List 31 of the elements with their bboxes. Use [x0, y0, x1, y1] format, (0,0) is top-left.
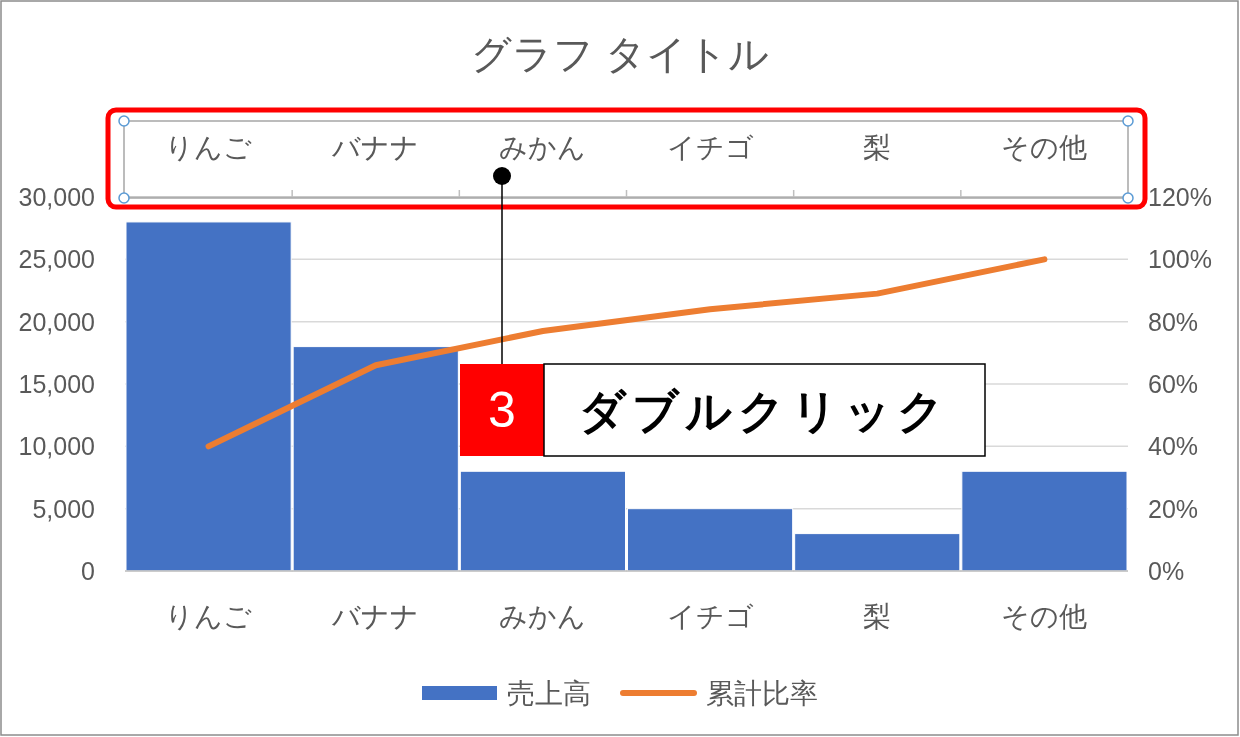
- y2-tick-label: 20%: [1148, 494, 1199, 523]
- y2-tick-label: 0%: [1148, 557, 1185, 585]
- category-label: 梨: [863, 132, 892, 163]
- category-label: バナナ: [332, 132, 420, 163]
- x-tick-label: りんご: [165, 601, 253, 632]
- y2-tick-label: 120%: [1148, 183, 1212, 211]
- category-label: その他: [1001, 132, 1088, 163]
- y2-tick-label: 100%: [1148, 245, 1212, 274]
- y-tick-label: 10,000: [18, 432, 95, 461]
- x-tick-label: バナナ: [331, 601, 420, 632]
- x-tick-label: その他: [1001, 601, 1088, 632]
- category-label: みかん: [499, 132, 587, 163]
- category-label: イチゴ: [666, 132, 754, 163]
- annotation: ダブルクリック: [579, 385, 950, 437]
- chart-title: グラフ タイトル: [470, 32, 770, 76]
- legend-label: 売上高: [507, 678, 591, 709]
- y-tick-label: 25,000: [18, 245, 95, 274]
- x-tick-label: 梨: [863, 601, 892, 632]
- annotation: 3: [488, 382, 516, 438]
- y-tick-label: 30,000: [18, 183, 95, 211]
- y2-tick-label: 40%: [1148, 432, 1199, 461]
- y2-tick-label: 80%: [1148, 307, 1199, 336]
- y-tick-label: 0: [81, 557, 95, 585]
- y-tick-label: 20,000: [18, 307, 95, 336]
- category-label: りんご: [165, 132, 253, 163]
- x-tick-label: みかん: [499, 601, 587, 632]
- x-tick-label: イチゴ: [666, 601, 754, 632]
- y-tick-label: 5,000: [32, 494, 95, 523]
- y-tick-label: 15,000: [18, 370, 95, 398]
- y2-tick-label: 60%: [1148, 370, 1199, 398]
- legend-label: 累計比率: [706, 678, 818, 709]
